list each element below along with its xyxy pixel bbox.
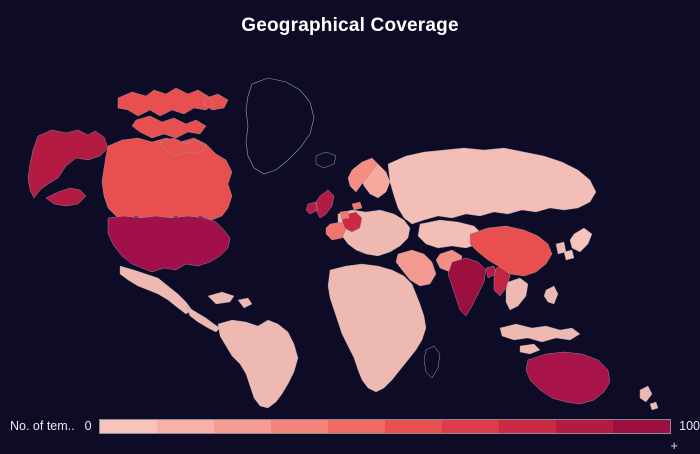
legend-max-value: 100 — [679, 419, 700, 433]
region-central-america[interactable] — [185, 305, 221, 333]
world-map-svg[interactable] — [0, 38, 700, 410]
country-greenland[interactable] — [245, 77, 315, 175]
country-france[interactable] — [325, 221, 347, 241]
country-denmark[interactable] — [351, 201, 363, 211]
legend-swatch-4 — [327, 419, 385, 433]
country-philippines[interactable] — [543, 285, 559, 305]
legend: No. of tem.. 0 100 — [0, 414, 700, 438]
continent-africa[interactable] — [327, 263, 427, 393]
region-korea[interactable] — [555, 241, 567, 255]
country-netherlands[interactable] — [339, 210, 350, 220]
legend-swatch-1 — [156, 419, 214, 433]
country-alaska[interactable] — [27, 129, 109, 207]
country-madagascar[interactable] — [423, 345, 441, 379]
country-china[interactable] — [469, 225, 553, 277]
legend-swatch-2 — [213, 419, 271, 433]
legend-swatch-0 — [99, 419, 157, 433]
continent-south-america[interactable] — [217, 319, 299, 409]
country-russia[interactable] — [387, 147, 597, 225]
country-australia[interactable] — [525, 351, 611, 405]
region-middle-east[interactable] — [395, 249, 437, 287]
legend-swatch-8 — [556, 419, 614, 433]
map-countries[interactable] — [27, 77, 659, 410]
region-southeast-asia[interactable] — [505, 277, 529, 311]
country-united-kingdom[interactable] — [305, 189, 335, 219]
country-iceland[interactable] — [315, 151, 337, 169]
country-canada-arctic[interactable] — [117, 87, 229, 157]
legend-swatch-5 — [384, 419, 442, 433]
legend-swatch-6 — [441, 419, 499, 433]
region-caribbean[interactable] — [207, 291, 253, 309]
legend-gradient-bar[interactable] — [98, 418, 672, 434]
country-japan[interactable] — [563, 227, 593, 261]
country-norway[interactable] — [347, 157, 379, 193]
page-title: Geographical Coverage — [241, 15, 459, 36]
legend-min-value: 0 — [84, 419, 92, 433]
country-mexico[interactable] — [119, 265, 193, 315]
zoom-in-icon[interactable]: + — [670, 438, 678, 453]
legend-swatch-9 — [613, 419, 671, 433]
country-india[interactable] — [447, 257, 487, 317]
country-indonesia[interactable] — [499, 323, 581, 355]
country-new-zealand[interactable] — [639, 385, 659, 410]
country-united-states[interactable] — [107, 215, 231, 273]
legend-title: No. of tem.. — [10, 419, 75, 433]
legend-swatch-3 — [270, 419, 328, 433]
legend-swatch-7 — [499, 419, 557, 433]
world-map-canvas[interactable] — [0, 38, 700, 410]
